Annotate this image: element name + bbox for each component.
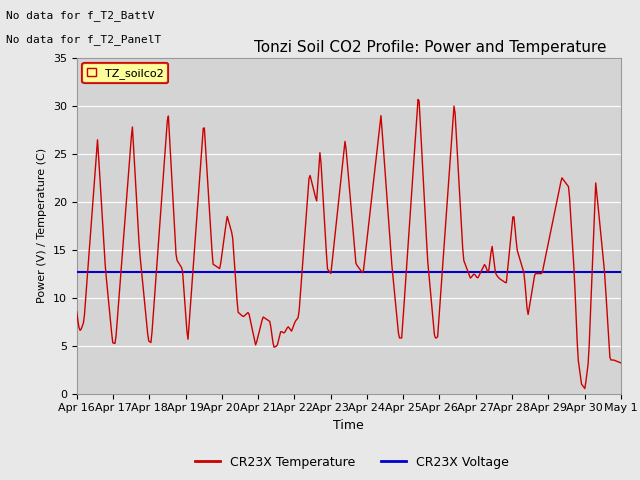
Title: Tonzi Soil CO2 Profile: Power and Temperature: Tonzi Soil CO2 Profile: Power and Temper… [254,40,607,55]
X-axis label: Time: Time [333,419,364,432]
Legend: CR23X Temperature, CR23X Voltage: CR23X Temperature, CR23X Voltage [191,451,513,474]
Legend: TZ_soilco2: TZ_soilco2 [83,63,168,83]
Text: No data for f_T2_BattV: No data for f_T2_BattV [6,10,155,21]
Text: No data for f_T2_PanelT: No data for f_T2_PanelT [6,34,162,45]
Y-axis label: Power (V) / Temperature (C): Power (V) / Temperature (C) [37,148,47,303]
